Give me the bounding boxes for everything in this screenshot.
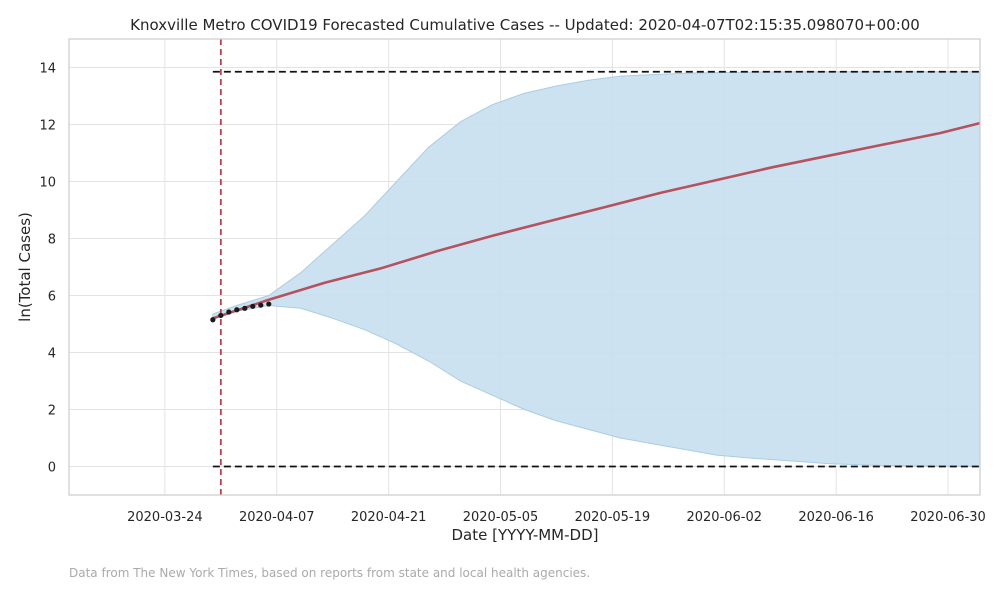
- x-tick-label: 2020-04-07: [239, 510, 315, 525]
- forecast-series: [212, 121, 981, 320]
- x-tick-label: 2020-05-19: [575, 510, 651, 525]
- observed-point: [234, 307, 240, 313]
- x-tick-label: 2020-04-21: [351, 510, 427, 525]
- x-tick-label: 2020-06-30: [910, 510, 986, 525]
- x-tick-label: 2020-05-05: [463, 510, 539, 525]
- tick-labels: 2020-03-24 2020-04-07 2020-04-21 2020-05-05…: [39, 62, 985, 526]
- observed-point: [218, 312, 224, 319]
- observed-point: [242, 305, 248, 311]
- forecast-line: [212, 121, 981, 320]
- y-tick-label: 8: [48, 233, 56, 248]
- reference-lines: [212, 39, 980, 495]
- y-tick-label: 4: [48, 347, 56, 362]
- x-tick-label: 2020-03-24: [127, 510, 203, 525]
- y-tick-label: 12: [39, 119, 56, 134]
- observed-point: [210, 317, 216, 323]
- y-tick-label: 2: [48, 404, 56, 419]
- y-axis-label: ln(Total Cases): [16, 212, 34, 322]
- observed-point: [250, 303, 256, 309]
- observed-series: [210, 301, 272, 323]
- y-tick-label: 6: [48, 290, 56, 305]
- y-tick-label: 10: [39, 176, 56, 191]
- x-tick-label: 2020-06-16: [798, 510, 874, 525]
- observed-point: [226, 309, 232, 315]
- observed-point: [258, 302, 264, 308]
- plot-frame: [68, 38, 981, 496]
- observed-point: [266, 301, 272, 307]
- x-axis-label: Date [YYYY-MM-DD]: [451, 526, 598, 544]
- data-source-note: Data from The New York Times, based on r…: [69, 566, 591, 580]
- y-tick-label: 14: [39, 62, 56, 77]
- chart-title: Knoxville Metro COVID19 Forecasted Cumul…: [130, 16, 920, 34]
- y-tick-label: 0: [48, 461, 56, 476]
- x-tick-label: 2020-06-02: [686, 510, 762, 525]
